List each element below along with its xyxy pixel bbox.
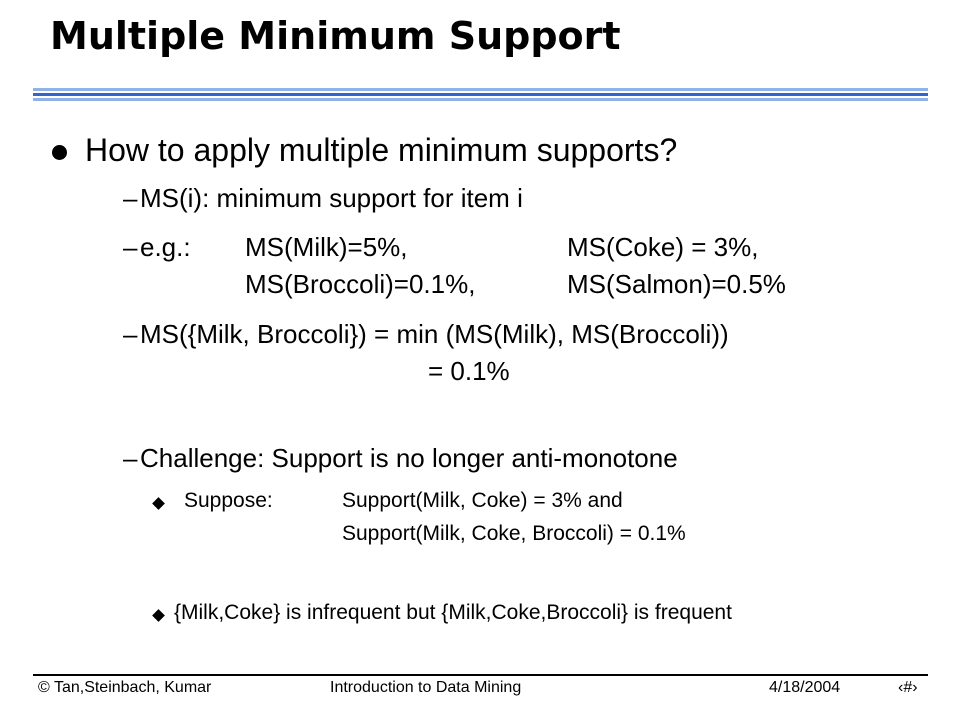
example-label: e.g.: bbox=[140, 232, 191, 262]
dash-icon: – bbox=[123, 183, 138, 213]
title-rule-bottom bbox=[33, 98, 928, 101]
footer-rule bbox=[33, 674, 928, 676]
title-rule-middle bbox=[33, 93, 928, 96]
footer-date: 4/18/2004 bbox=[769, 679, 841, 696]
slide-title: Multiple Minimum Support bbox=[50, 14, 621, 58]
footer-course: Introduction to Data Mining bbox=[330, 679, 522, 696]
suppose-line-2: Support(Milk, Coke, Broccoli) = 0.1% bbox=[342, 522, 686, 545]
sub-bullet-ms-definition: MS(i): minimum support for item i bbox=[140, 183, 523, 213]
dash-icon: – bbox=[123, 232, 138, 262]
footer-page-number: ‹#› bbox=[898, 679, 918, 696]
diamond-bullet-icon bbox=[152, 609, 165, 622]
infrequent-frequent-line: {Milk,Coke} is infrequent but {Milk,Coke… bbox=[174, 601, 732, 624]
example-ms-coke: MS(Coke) = 3%, bbox=[567, 232, 759, 262]
ms-combination-line: MS({Milk, Broccoli}) = min (MS(Milk), MS… bbox=[140, 319, 729, 349]
example-ms-broccoli: MS(Broccoli)=0.1%, bbox=[245, 269, 476, 299]
diamond-bullet-icon bbox=[152, 497, 165, 510]
challenge-line: Challenge: Support is no longer anti-mon… bbox=[140, 443, 678, 473]
footer-authors: © Tan,Steinbach, Kumar bbox=[38, 679, 212, 696]
example-ms-milk: MS(Milk)=5%, bbox=[245, 232, 408, 262]
dash-icon: – bbox=[123, 443, 138, 473]
bullet-dot-icon bbox=[52, 145, 67, 160]
title-rule-top bbox=[33, 88, 928, 91]
main-bullet: How to apply multiple minimum supports? bbox=[85, 132, 678, 168]
suppose-line-1: Support(Milk, Coke) = 3% and bbox=[342, 489, 623, 512]
ms-combination-result: = 0.1% bbox=[428, 356, 510, 386]
dash-icon: – bbox=[123, 319, 138, 349]
suppose-label: Suppose: bbox=[184, 489, 273, 512]
example-ms-salmon: MS(Salmon)=0.5% bbox=[567, 269, 786, 299]
